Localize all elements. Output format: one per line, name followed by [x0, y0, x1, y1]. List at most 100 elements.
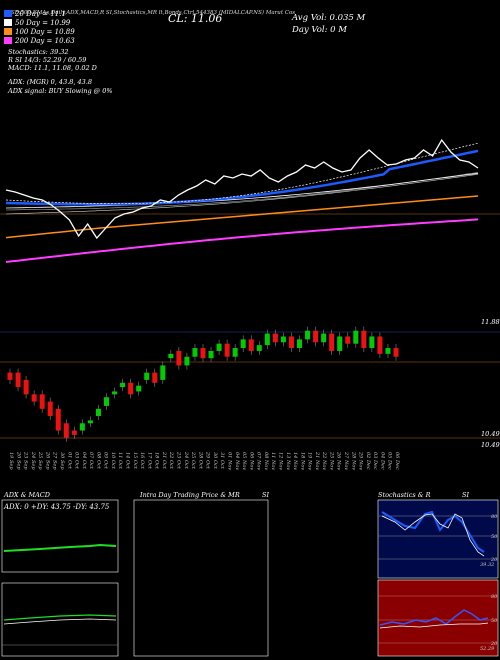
candle-body [264, 333, 270, 346]
candle-body [47, 401, 53, 417]
candle-body [256, 345, 262, 351]
legend-label: 50 Day = 10.99 [15, 19, 71, 27]
x-tick-label: 08 Nov [263, 452, 269, 470]
rsi-level-label: 80 [491, 594, 498, 600]
stoch-d-line [381, 513, 485, 557]
stoch-level-label: 20 [490, 557, 498, 563]
candle-body [224, 343, 230, 357]
x-tick-label: 04 Dec [379, 452, 385, 470]
candle-body [15, 372, 21, 388]
ema-100-line [5, 195, 479, 239]
candle-body [128, 382, 134, 395]
x-tick-label: 05 Dec [387, 452, 393, 470]
x-tick-label: 31 Oct [219, 452, 225, 470]
ema-200-line [5, 218, 479, 263]
candle-body [144, 372, 150, 380]
candle-body [136, 385, 142, 392]
macd-line: MACD: 11.1, 11.08, 0.02 D [8, 64, 97, 72]
price-label-bottom-1: 10.49 [481, 430, 500, 438]
adx-panel-title: ADX & MACD [4, 491, 50, 499]
candle-body [345, 336, 351, 344]
x-tick-label: 12 Nov [277, 452, 283, 470]
stoch-si-label: SI [462, 491, 470, 499]
x-tick-label: 30 Sep [59, 452, 65, 470]
x-tick-label: 22 Oct [168, 451, 174, 470]
legend-swatch [4, 10, 12, 17]
x-tick-label: 05 Nov [241, 452, 247, 470]
x-tick-label: 03 Dec [372, 452, 378, 470]
ema-20-line [5, 149, 479, 206]
candle-body [280, 336, 286, 343]
ema-50-line [5, 172, 479, 209]
x-tick-label: 17 Oct [146, 452, 152, 470]
x-tick-label: 26 Sep [44, 451, 50, 470]
candle-body [31, 394, 37, 402]
x-tick-label: 01 Nov [226, 452, 232, 470]
candle-body [112, 391, 118, 395]
legend-label: 200 Day = 10.63 [15, 37, 75, 45]
candle-body [393, 348, 399, 357]
macd-line [3, 614, 117, 621]
x-tick-label: 29 Nov [358, 451, 364, 470]
candle-body [23, 379, 29, 395]
x-tick-label: 19 Sep [8, 452, 14, 470]
x-tick-label: 19 Nov [307, 452, 313, 470]
x-tick-label: 06 Dec [394, 452, 400, 470]
candle-body [353, 330, 359, 344]
candle-body [184, 356, 190, 366]
stoch-panel-frame [377, 499, 499, 579]
x-tick-label: 14 Oct [125, 452, 131, 470]
legend-item: 20 Day = 11.1 [4, 10, 66, 18]
x-tick-label: 23 Sep [23, 451, 29, 470]
candle-body [79, 423, 85, 431]
x-tick-label: 08 Oct [95, 452, 101, 470]
x-tick-label: 16 Oct [139, 452, 145, 470]
price-label-bottom-2: 10.49 [481, 441, 500, 449]
ema-band-grey-2 [5, 174, 479, 215]
x-tick-label: 21 Oct [161, 451, 167, 470]
x-tick-label: 01 Oct [66, 452, 72, 470]
candle-body [55, 408, 61, 431]
candle-body [176, 350, 182, 366]
legend-label: 20 Day = 11.1 [15, 10, 66, 18]
x-tick-label: 02 Dec [365, 452, 371, 470]
day-vol: Day Vol: 0 M [292, 25, 347, 35]
x-tick-label: 13 Nov [285, 452, 291, 470]
adx-panel-frame [1, 499, 119, 573]
candle-body [95, 408, 101, 417]
rsi-line [379, 609, 489, 626]
candle-body [87, 420, 93, 424]
x-tick-label: 07 Nov [256, 452, 262, 470]
candle-body [160, 365, 166, 380]
intraday-si-label: SI [262, 491, 270, 499]
rsi-level-label: 50 [491, 618, 498, 624]
rsi-level-label: 20 [490, 641, 498, 647]
candle-body [297, 339, 302, 349]
x-tick-label: 23 Oct [176, 451, 182, 470]
legend-item: 200 Day = 10.63 [4, 37, 75, 45]
candle-body [232, 348, 238, 357]
candle-body [385, 348, 391, 354]
x-tick-label: 07 Oct [88, 452, 94, 470]
x-tick-label: 30 Oct [212, 452, 218, 470]
candle-body [104, 397, 109, 406]
legend-swatch [4, 19, 12, 26]
stoch-level-label: 80 [491, 514, 498, 520]
candle-body [39, 394, 45, 409]
price-label-top: 11.88 [481, 318, 500, 326]
rsi-signal-line [379, 622, 489, 629]
x-tick-label: 20 Sep [15, 451, 21, 470]
intraday-panel-frame [133, 499, 269, 657]
candle-body [248, 339, 254, 351]
legend-swatch [4, 28, 12, 35]
avg-vol: Avg Vol: 0.035 M [292, 13, 366, 23]
candle-body [377, 336, 383, 354]
x-tick-label: 29 Oct [205, 451, 211, 470]
macd-signal-line [3, 618, 117, 625]
candle-body [7, 372, 13, 380]
x-tick-label: 25 Oct [190, 451, 196, 470]
candle-body [192, 348, 198, 357]
candle-body [200, 348, 206, 359]
legend-swatch [4, 37, 12, 44]
adx-line [3, 543, 117, 552]
